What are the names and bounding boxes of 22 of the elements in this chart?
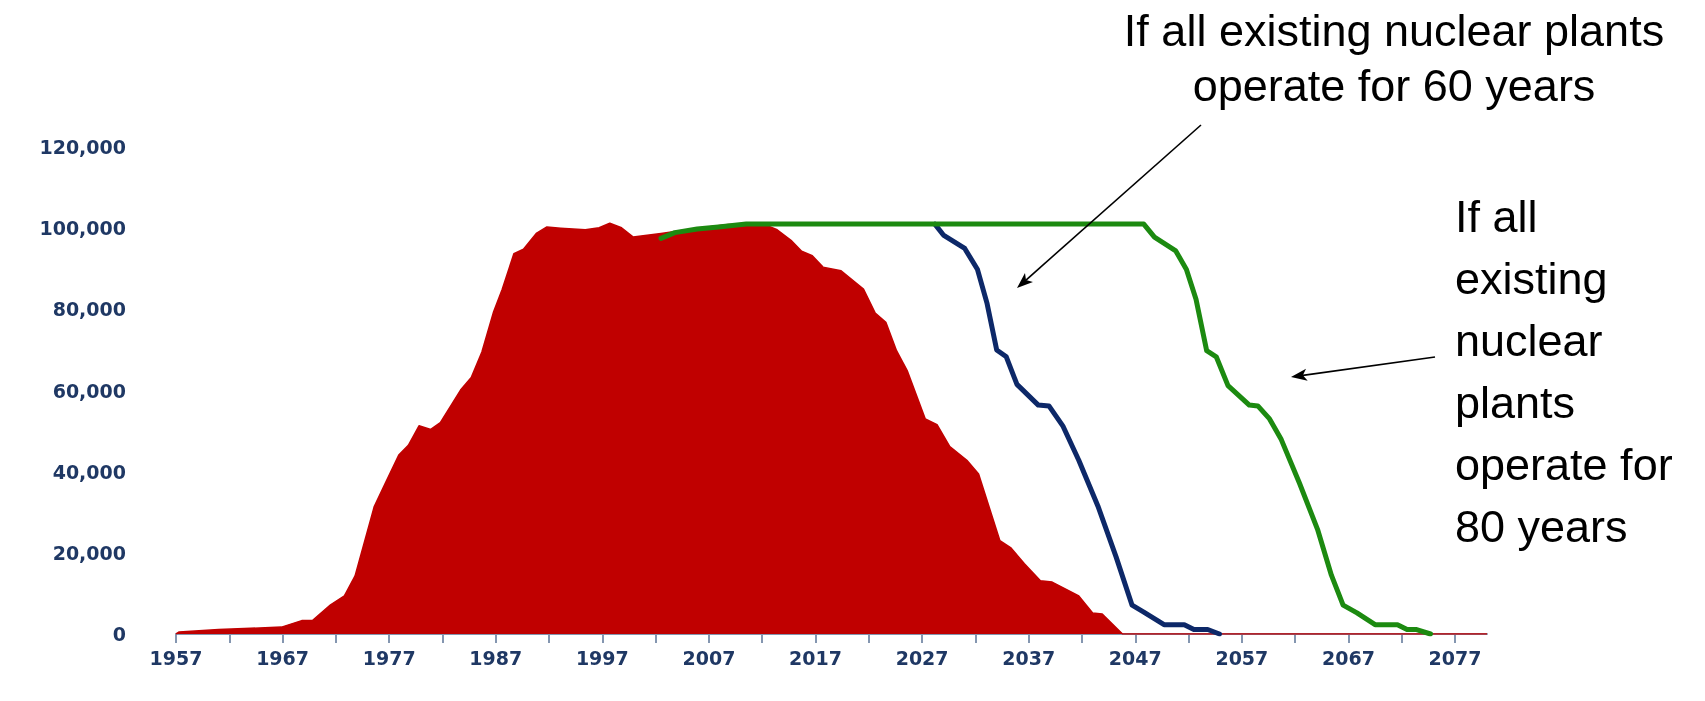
x-tick-label: 2017 — [789, 646, 842, 669]
y-tick-label: 80,000 — [52, 298, 126, 321]
x-tick-label: 2057 — [1215, 646, 1269, 669]
y-tick-label: 20,000 — [52, 541, 126, 564]
x-tick-label: 2047 — [1108, 646, 1162, 669]
x-tick-label: 2027 — [895, 646, 949, 669]
x-tick-label: 1997 — [575, 646, 629, 669]
annotation: If all existing nuclear plants operate for 80 years — [1455, 190, 1674, 554]
x-tick-label: 1967 — [256, 646, 310, 669]
x-tick-label: 2007 — [682, 646, 736, 669]
x-tick-label: 1977 — [362, 646, 416, 669]
x-tick-label: 2037 — [1002, 646, 1056, 669]
x-tick-label: 2077 — [1428, 646, 1482, 669]
y-tick-label: 120,000 — [39, 136, 126, 158]
x-tick-label: 1957 — [149, 646, 203, 669]
y-tick-label: 60,000 — [52, 379, 126, 402]
x-tick-label: 2067 — [1321, 646, 1375, 669]
y-tick-label: 0 — [112, 623, 126, 645]
text: If all existing nuclear plants operate for 60 years — [1122, 4, 1666, 113]
y-tick-label: 40,000 — [52, 460, 126, 483]
x-tick-label: 1987 — [469, 646, 523, 669]
y-tick-label: 100,000 — [39, 217, 126, 240]
